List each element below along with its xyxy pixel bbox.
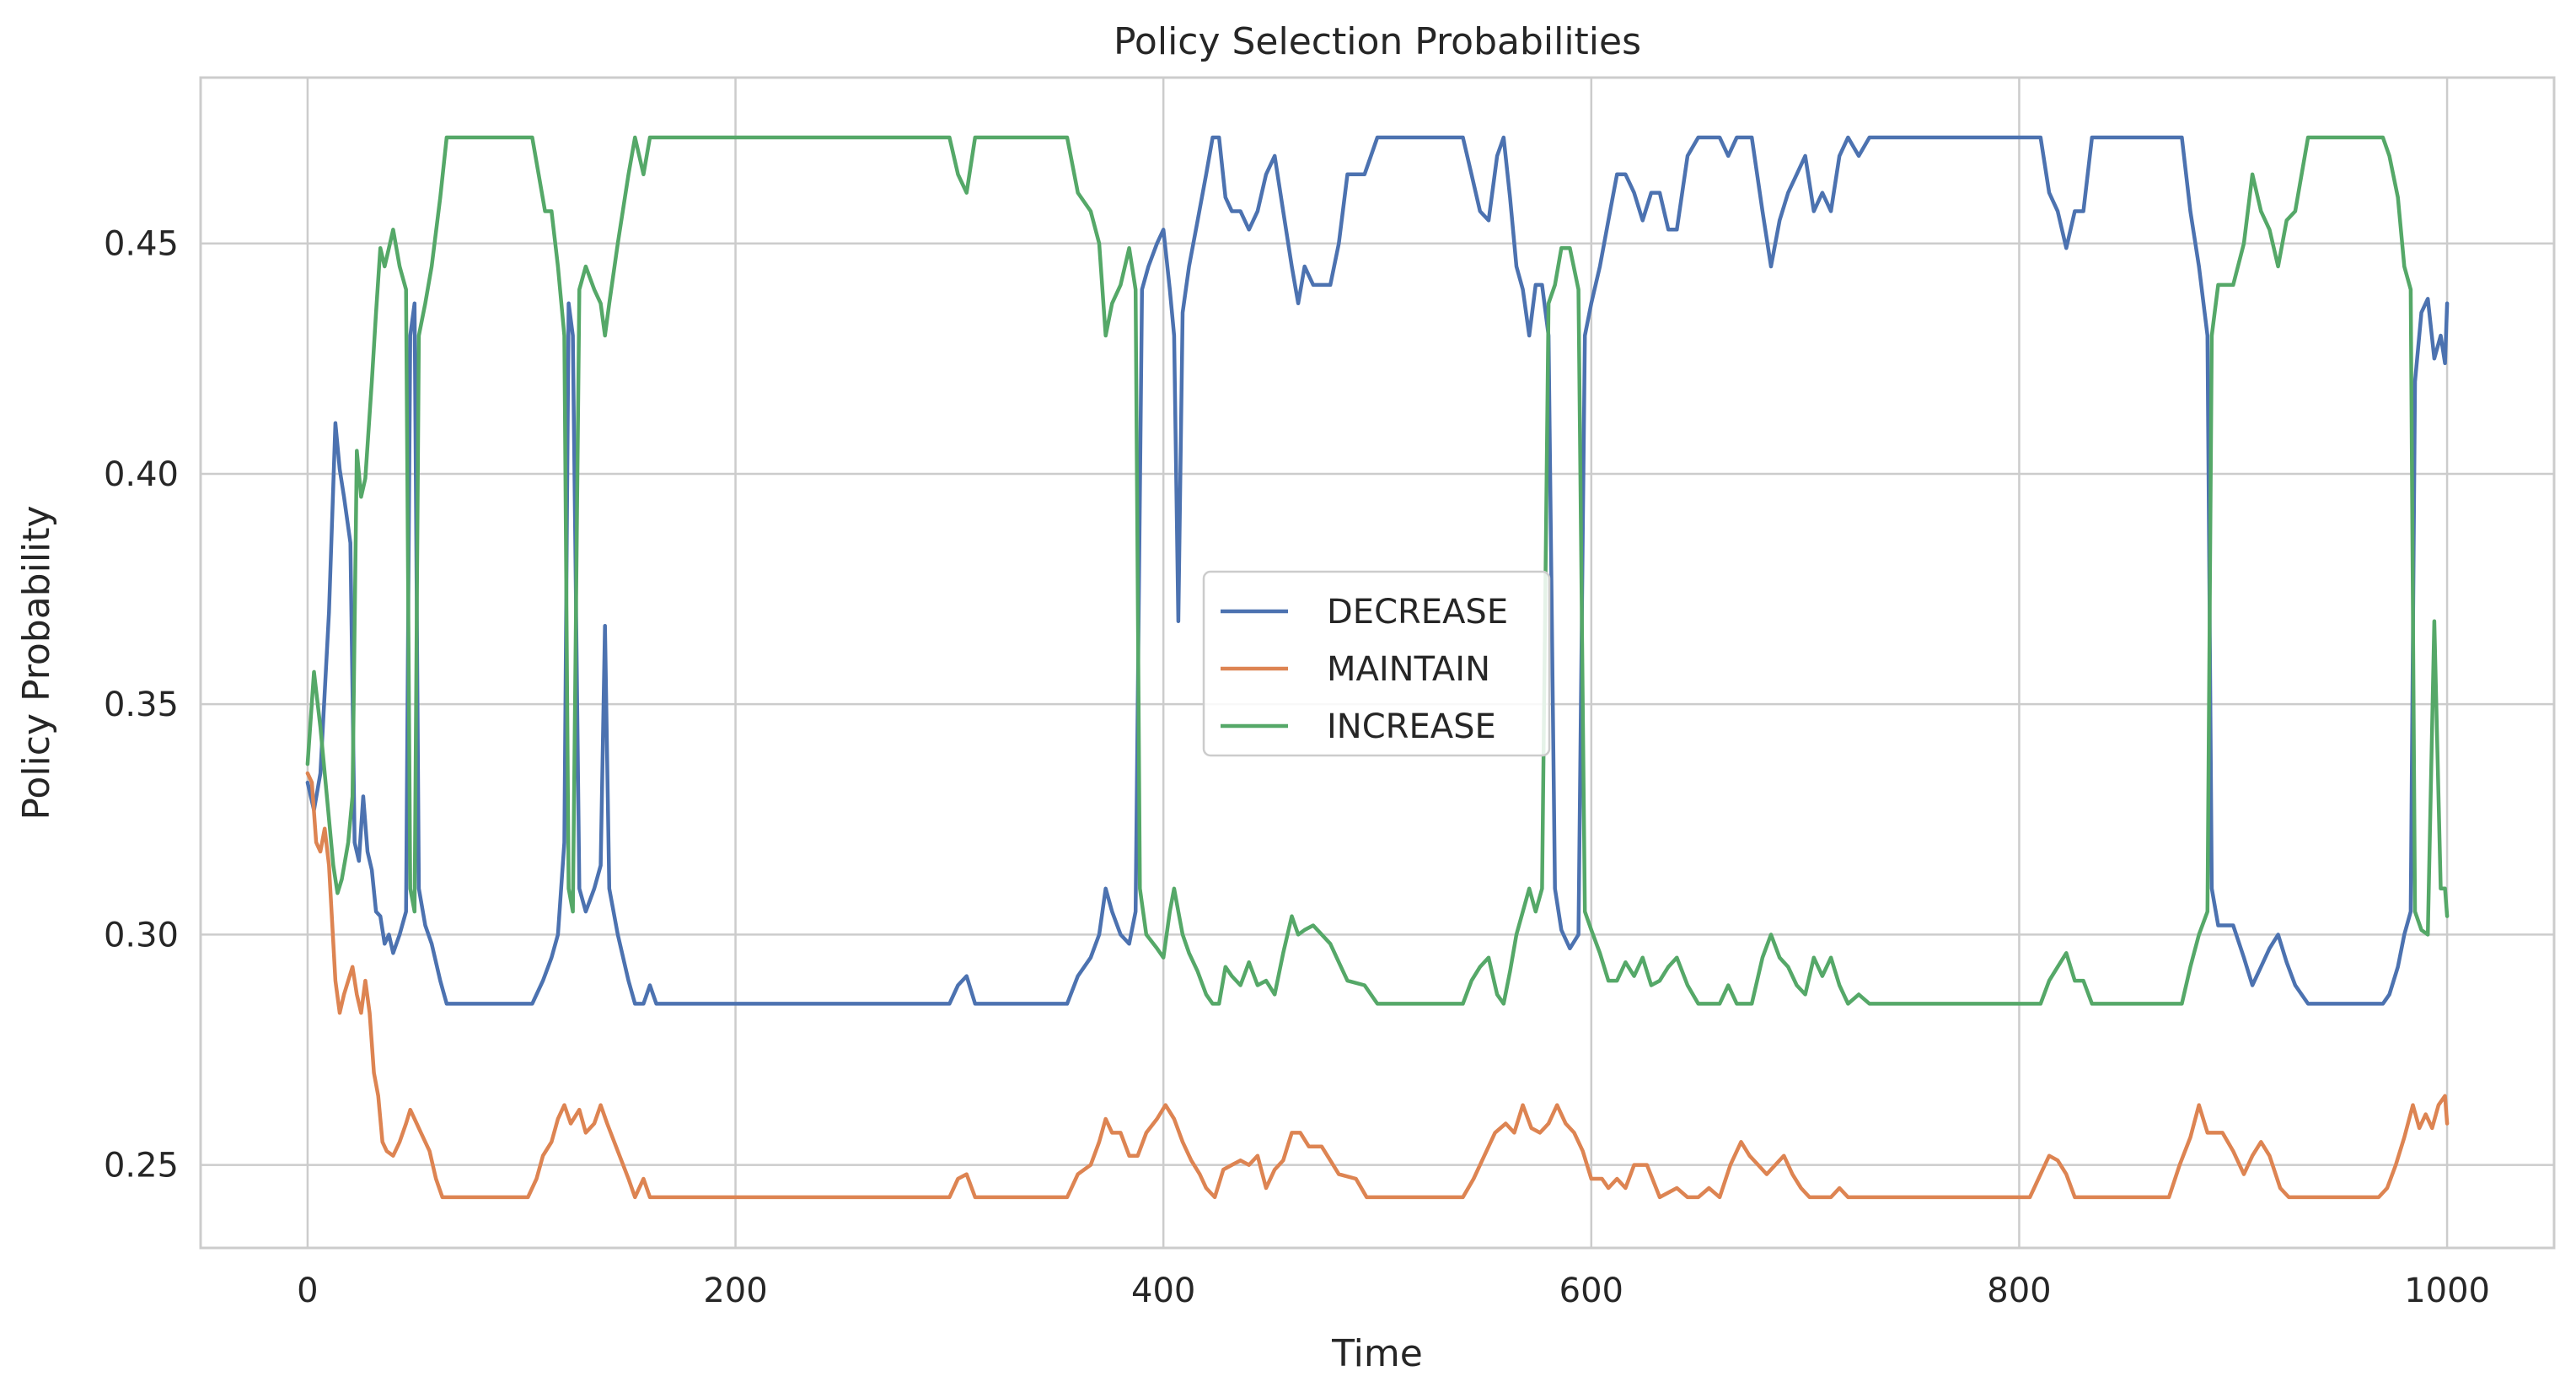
series-line-maintain (305, 771, 2450, 1200)
y-tick-label: 0.45 (104, 225, 179, 264)
legend-label-decrease: DECREASE (1327, 593, 1508, 632)
y-axis-ticks: 0.25 0.30 0.35 0.40 0.45 (104, 225, 179, 1186)
x-tick-label: 200 (703, 1272, 767, 1310)
x-axis-label: Time (1331, 1332, 1423, 1375)
x-tick-label: 800 (1987, 1272, 2051, 1310)
x-tick-label: 1000 (2404, 1272, 2490, 1310)
y-tick-label: 0.25 (104, 1147, 179, 1186)
x-axis-ticks: 0 200 400 600 800 1000 (297, 1272, 2490, 1310)
x-tick-label: 0 (297, 1272, 318, 1310)
legend: DECREASE MAINTAIN INCREASE (1202, 570, 1551, 757)
x-tick-label: 600 (1559, 1272, 1623, 1310)
y-tick-label: 0.40 (104, 455, 179, 494)
grid-lines (201, 78, 2554, 1248)
y-axis-label: Policy Probability (15, 505, 58, 820)
series-line-decrease (305, 135, 2450, 1006)
legend-label-maintain: MAINTAIN (1327, 650, 1490, 689)
series-line-increase (305, 135, 2450, 1006)
x-tick-label: 400 (1131, 1272, 1195, 1310)
series-lines (305, 135, 2450, 1200)
chart-title: Policy Selection Probabilities (1114, 20, 1641, 63)
y-tick-label: 0.35 (104, 686, 179, 724)
legend-label-increase: INCREASE (1327, 707, 1496, 746)
y-tick-label: 0.30 (104, 916, 179, 954)
legend-box (1202, 570, 1551, 757)
plot-frame (199, 76, 2556, 1250)
